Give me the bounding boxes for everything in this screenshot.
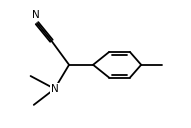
Text: N: N [32,10,40,20]
Text: N: N [51,84,58,94]
